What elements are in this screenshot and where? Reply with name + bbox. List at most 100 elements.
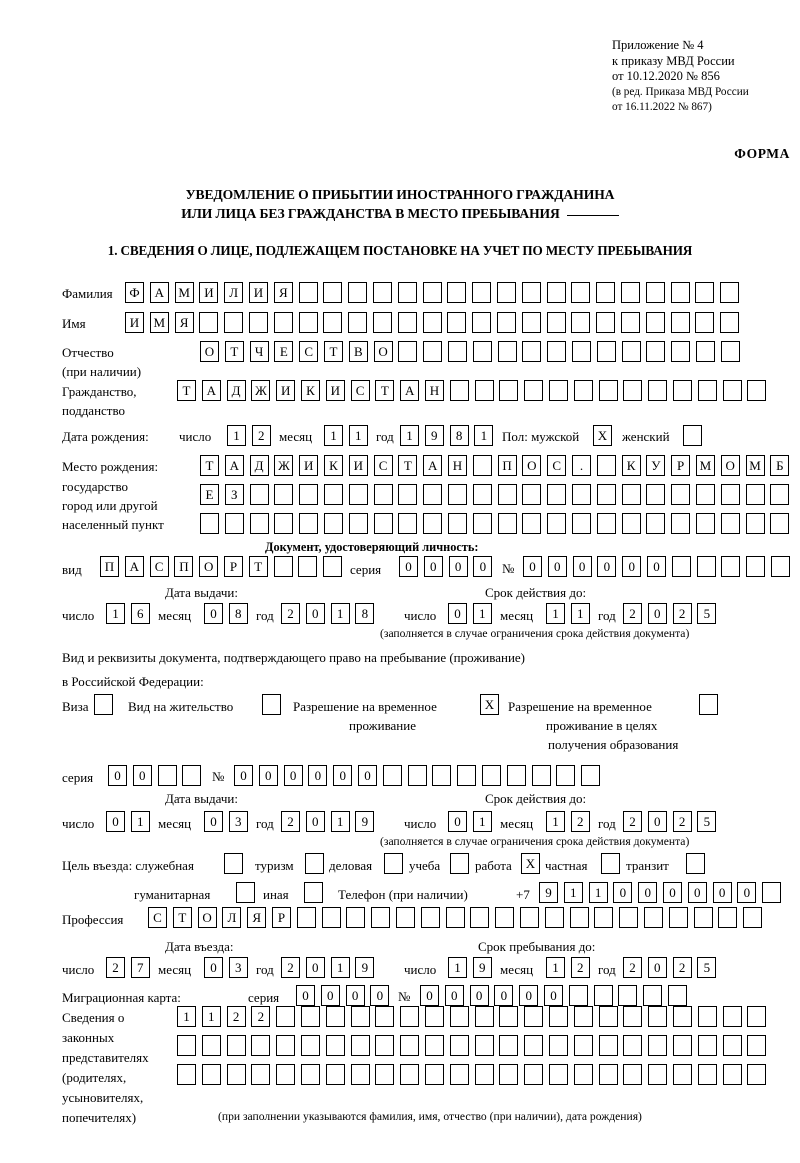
permit-valid-year-cell[interactable]: 0 <box>647 811 667 832</box>
birthplace-row2-cell[interactable] <box>745 484 765 505</box>
doc-series-cell[interactable]: 0 <box>399 556 418 577</box>
legal-rep-row2-cell[interactable] <box>251 1035 271 1056</box>
patronymic-cell[interactable] <box>720 341 740 362</box>
legal-rep-row2-cell[interactable] <box>548 1035 568 1056</box>
citizenship-cell[interactable] <box>548 380 568 401</box>
mcard-number-cell[interactable] <box>568 985 588 1006</box>
purpose-humanitarian-checkbox[interactable] <box>236 882 255 903</box>
legal-rep-row1-cell[interactable] <box>747 1006 767 1027</box>
doc-issue-month-cell[interactable]: 8 <box>228 603 248 624</box>
citizenship-cell[interactable] <box>672 380 692 401</box>
birthplace-row2-cell[interactable] <box>770 484 790 505</box>
firstname-cell[interactable] <box>620 312 640 333</box>
firstname-cell[interactable] <box>596 312 616 333</box>
firstname-cell[interactable] <box>372 312 392 333</box>
birthplace-row1-cell[interactable]: И <box>348 455 368 476</box>
legal-rep-row3-cell[interactable] <box>325 1064 345 1085</box>
surname-cell[interactable] <box>348 282 368 303</box>
legal-rep-row1-cell[interactable] <box>722 1006 742 1027</box>
stay-year-cell[interactable]: 5 <box>697 957 717 978</box>
birthplace-row3-cell[interactable] <box>720 513 740 534</box>
birthplace-row3-cell[interactable] <box>274 513 294 534</box>
legal-rep-row1-cell[interactable] <box>548 1006 568 1027</box>
permit-issue-year-cell[interactable]: 2 <box>281 811 300 832</box>
profession-cell[interactable]: Р <box>271 907 291 928</box>
doc-number-cell[interactable]: 0 <box>597 556 617 577</box>
legal-rep-row3-cell[interactable] <box>648 1064 668 1085</box>
patronymic-cell[interactable]: Т <box>224 341 244 362</box>
legal-rep-row3-cell[interactable] <box>524 1064 544 1085</box>
citizenship-cell[interactable] <box>697 380 717 401</box>
legal-rep-row3-cell[interactable] <box>226 1064 246 1085</box>
firstname-cell[interactable] <box>397 312 417 333</box>
legal-rep-row2-cell[interactable] <box>276 1035 296 1056</box>
birthplace-row1-cell[interactable]: М <box>745 455 765 476</box>
mcard-series-cell[interactable]: 0 <box>345 985 365 1006</box>
birthplace-row1-cell[interactable]: П <box>497 455 517 476</box>
surname-cell[interactable]: Ф <box>125 282 144 303</box>
legal-rep-row1-cell[interactable] <box>672 1006 692 1027</box>
birthplace-row3-cell[interactable] <box>447 513 467 534</box>
citizenship-cell[interactable] <box>747 380 767 401</box>
firstname-cell[interactable] <box>472 312 492 333</box>
patronymic-cell[interactable]: Т <box>323 341 343 362</box>
phone-cell[interactable]: 1 <box>588 882 608 903</box>
permit-valid-day-cell[interactable]: 0 <box>448 811 467 832</box>
legal-rep-row3-cell[interactable] <box>474 1064 494 1085</box>
profession-cell[interactable] <box>296 907 316 928</box>
birthplace-row2-cell[interactable] <box>671 484 691 505</box>
surname-cell[interactable] <box>472 282 492 303</box>
permit-valid-month-cell[interactable]: 2 <box>570 811 590 832</box>
legal-rep-row2-cell[interactable] <box>648 1035 668 1056</box>
birthplace-row1-cell[interactable]: С <box>547 455 567 476</box>
citizenship-cell[interactable]: И <box>325 380 345 401</box>
doc-kind-cell[interactable]: С <box>149 556 169 577</box>
firstname-cell[interactable] <box>199 312 219 333</box>
legal-rep-row1-cell[interactable] <box>573 1006 593 1027</box>
permit-number-cell[interactable] <box>382 765 402 786</box>
firstname-cell[interactable] <box>546 312 566 333</box>
citizenship-cell[interactable]: А <box>201 380 221 401</box>
permit-number-cell[interactable] <box>581 765 601 786</box>
legal-rep-row3-cell[interactable] <box>548 1064 568 1085</box>
legal-rep-row1-cell[interactable] <box>424 1006 444 1027</box>
legal-rep-row2-cell[interactable] <box>449 1035 469 1056</box>
firstname-cell[interactable] <box>273 312 293 333</box>
legal-rep-row2-cell[interactable] <box>375 1035 395 1056</box>
doc-number-cell[interactable]: 0 <box>622 556 642 577</box>
phone-cell[interactable] <box>762 882 782 903</box>
legal-rep-row2-cell[interactable] <box>474 1035 494 1056</box>
birthplace-row3-cell[interactable] <box>299 513 319 534</box>
legal-rep-row3-cell[interactable] <box>672 1064 692 1085</box>
birthplace-row3-cell[interactable] <box>472 513 492 534</box>
profession-cell[interactable] <box>544 907 564 928</box>
permit-number-cell[interactable]: 0 <box>258 765 278 786</box>
legal-rep-row3-cell[interactable] <box>400 1064 420 1085</box>
citizenship-cell[interactable] <box>598 380 618 401</box>
doc-valid-month-cell[interactable]: 1 <box>546 603 565 624</box>
profession-cell[interactable] <box>594 907 614 928</box>
legal-rep-row1-cell[interactable]: 1 <box>177 1006 196 1027</box>
profession-cell[interactable] <box>718 907 738 928</box>
birthplace-row1-cell[interactable]: И <box>299 455 319 476</box>
birthplace-row1-cell[interactable] <box>596 455 616 476</box>
birthplace-row1-cell[interactable]: . <box>571 455 591 476</box>
mcard-series-cell[interactable]: 0 <box>296 985 315 1006</box>
firstname-cell[interactable] <box>695 312 715 333</box>
permit-valid-year-cell[interactable]: 2 <box>623 811 642 832</box>
permit-number-cell[interactable]: 0 <box>234 765 253 786</box>
residence-permit-checkbox[interactable] <box>262 694 281 715</box>
birthplace-row1-cell[interactable]: К <box>323 455 343 476</box>
doc-issue-day-cell[interactable]: 6 <box>130 603 150 624</box>
legal-rep-row2-cell[interactable] <box>350 1035 370 1056</box>
permit-issue-year-cell[interactable]: 1 <box>330 811 350 832</box>
surname-cell[interactable] <box>521 282 541 303</box>
surname-cell[interactable] <box>596 282 616 303</box>
patronymic-cell[interactable] <box>447 341 467 362</box>
